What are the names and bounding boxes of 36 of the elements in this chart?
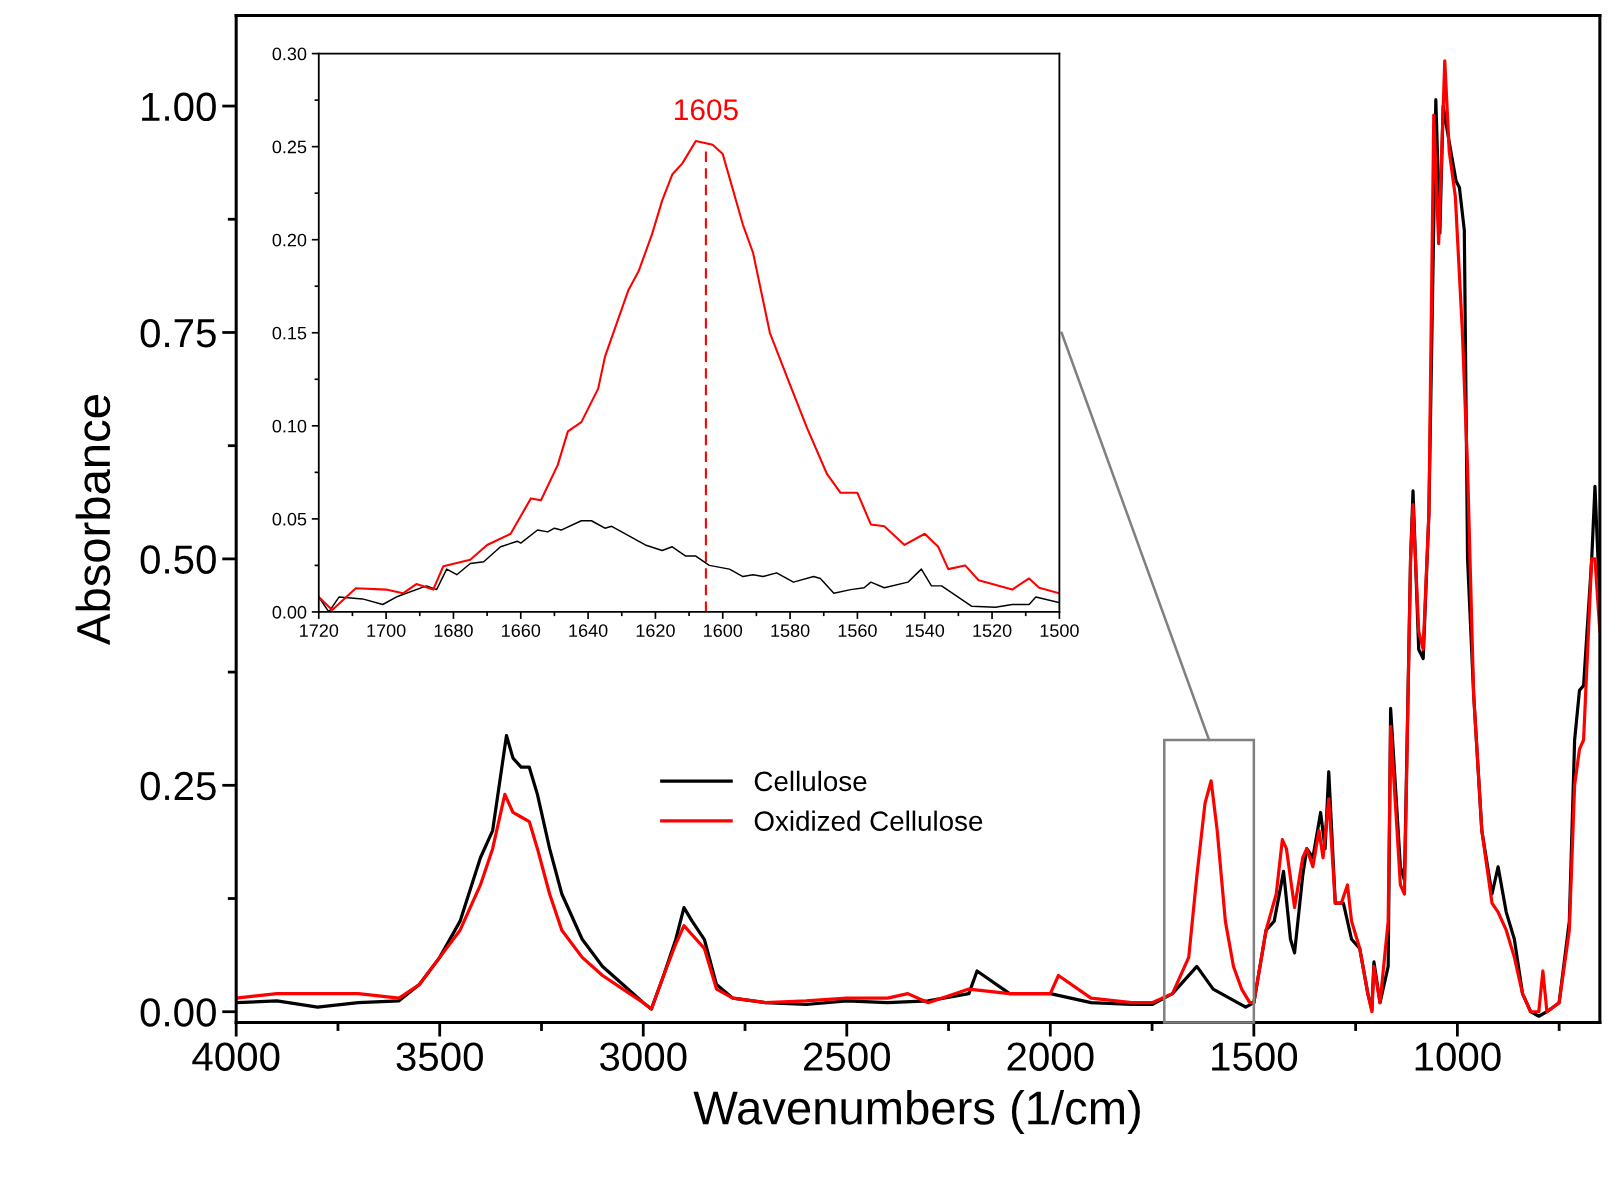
- y-tick-label: 1.00: [142, 92, 216, 122]
- x-tick-label: 1540: [906, 624, 945, 637]
- x-tick-label: 1580: [771, 624, 810, 637]
- x-tick-label: 1620: [636, 624, 675, 637]
- x-tick-label: 2500: [804, 1042, 891, 1071]
- legend-label: Cellulose: [754, 770, 867, 792]
- x-tick-label: 1600: [704, 624, 743, 637]
- x-tick-label: 1720: [300, 624, 339, 637]
- y-axis-title: Absorbance: [75, 395, 111, 645]
- x-tick-label: 1560: [838, 624, 877, 637]
- x-axis-title: Wavenumbers (1/cm): [693, 1090, 1140, 1134]
- y-tick-label: 0.25: [140, 771, 216, 801]
- x-tick-label: 1000: [1415, 1042, 1501, 1071]
- y-tick-label: 0.15: [272, 326, 307, 340]
- y-tick-label: 0.25: [272, 140, 307, 154]
- x-tick-label: 1500: [1040, 624, 1079, 637]
- y-tick-label: 0.30: [272, 47, 307, 61]
- x-tick-label: 1500: [1212, 1042, 1298, 1071]
- x-tick-label: 2000: [1007, 1042, 1094, 1071]
- y-tick-label: 0.50: [140, 545, 216, 574]
- ref-line-label: 1605: [675, 99, 738, 121]
- x-tick-label: 1700: [367, 624, 406, 637]
- x-tick-label: 1640: [569, 624, 608, 637]
- y-tick-label: 0.75: [140, 318, 216, 348]
- x-tick-label: 1660: [502, 624, 541, 637]
- x-tick-label: 1680: [434, 624, 473, 637]
- y-tick-label: 0.10: [272, 419, 307, 433]
- x-tick-label: 4000: [192, 1042, 280, 1071]
- y-tick-label: 0.00: [272, 605, 307, 619]
- legend-label: Oxidized Cellulose: [754, 810, 983, 831]
- y-tick-label: 0.05: [272, 512, 307, 526]
- x-tick-label: 3500: [396, 1042, 483, 1071]
- y-tick-label: 0.00: [140, 998, 216, 1027]
- x-tick-label: 1520: [973, 624, 1012, 637]
- x-tick-label: 3000: [599, 1042, 687, 1071]
- y-tick-label: 0.20: [272, 233, 307, 247]
